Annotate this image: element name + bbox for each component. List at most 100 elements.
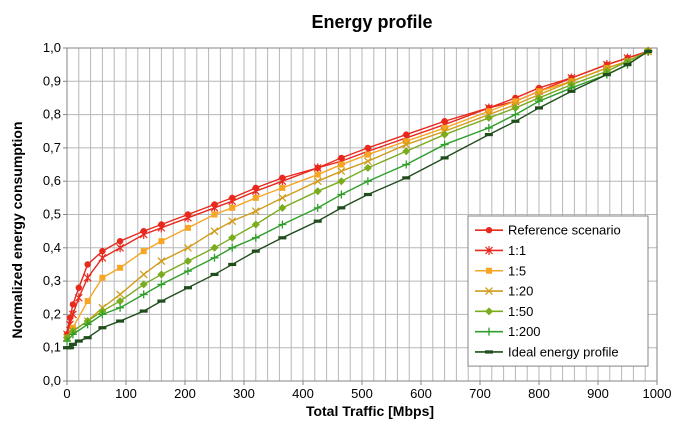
data-point [278,176,287,186]
data-point [313,203,322,212]
data-point [278,203,287,212]
legend-item: 1:50 [475,304,533,319]
data-point [183,267,192,276]
data-point [183,243,192,252]
data-point [116,237,124,245]
legend-item: 1:5 [475,263,526,278]
y-tick-label: 0,1 [43,340,61,355]
y-axis-ticks: 0,0 0,1 0,2 0,3 0,4 0,5 0,6 0,7 0,8 0,9 1,0 [43,40,67,388]
data-point [251,220,260,229]
legend-label: 1:1 [508,243,526,258]
data-point [402,176,411,180]
data-point [157,223,166,233]
data-point [512,98,519,105]
data-point [535,97,543,106]
data-point [363,177,372,186]
data-point [402,140,411,149]
data-point [184,213,192,223]
data-point [337,190,346,199]
data-point [278,193,287,202]
legend-label: 1:20 [508,284,533,299]
data-point [63,337,71,346]
data-point [644,49,653,53]
data-point [139,229,148,239]
data-point [511,110,520,119]
data-point [228,262,237,267]
data-point [139,270,148,279]
y-tick-label: 0,6 [43,173,61,188]
data-point [99,247,106,255]
data-point [98,253,107,263]
data-point [210,253,219,262]
y-tick-label: 0,9 [43,73,61,88]
legend-label: Reference scenario [508,223,621,238]
x-axis-title: Total Traffic [Mbps] [306,403,434,419]
data-point [485,108,492,115]
data-point [251,249,260,253]
data-point [158,238,165,245]
data-point [602,73,611,77]
data-point [210,227,219,236]
data-point [69,301,77,308]
series-line [66,50,649,339]
data-point [98,310,107,319]
data-point [139,290,148,299]
x-axis-ticks: 0 100 200 300 400 500 600 700 800 900 1000 [63,381,671,401]
data-point [440,156,449,160]
data-point [314,171,321,178]
x-tick-label: 800 [528,386,550,401]
data-point [402,147,411,156]
y-tick-label: 0,5 [43,207,61,222]
legend-swatch-marker [485,245,493,255]
data-point [228,243,237,252]
data-point [68,342,77,346]
x-tick-label: 0 [63,386,70,401]
data-point [65,346,74,350]
y-axis-title: Normalized energy consumption [9,121,25,338]
legend-label: 1:5 [508,263,526,278]
legend-swatch-marker [485,226,493,234]
data-point [536,88,542,95]
data-point [116,319,125,323]
x-tick-label: 700 [469,386,491,401]
legend-item: 1:1 [475,243,526,258]
data-point [68,309,77,319]
y-tick-label: 0,3 [43,273,61,288]
legend-label: 1:200 [508,324,541,339]
x-tick-label: 900 [587,386,609,401]
chart-title: Energy profile [311,12,432,32]
data-point [84,261,91,268]
x-tick-label: 500 [351,386,373,401]
data-point [117,264,124,271]
data-point [440,130,449,139]
data-point [210,272,219,277]
y-tick-label: 0,8 [43,107,61,122]
data-point [228,233,237,242]
y-tick-label: 0,4 [43,240,61,255]
data-point [98,326,107,330]
data-point [228,196,237,206]
x-tick-label: 600 [410,386,432,401]
legend-swatch-marker [486,267,492,274]
legend-label: Ideal energy profile [508,344,619,359]
data-point [183,257,192,266]
x-tick-label: 300 [233,386,255,401]
legend-item: Ideal energy profile [475,344,619,359]
data-point [363,157,372,166]
data-point [116,303,125,312]
data-point [116,243,125,253]
series-line [66,50,649,342]
legend-label: 1:50 [508,304,533,319]
y-tick-label: 0,7 [43,140,61,155]
series-group [63,46,653,350]
data-point [157,280,166,289]
data-point [211,211,218,218]
legend-item: 1:200 [475,324,541,339]
data-point [278,220,287,229]
data-point [139,280,148,289]
data-point [251,186,260,196]
legend-swatch-marker [485,287,493,296]
data-point [402,160,411,169]
data-point [83,273,92,283]
